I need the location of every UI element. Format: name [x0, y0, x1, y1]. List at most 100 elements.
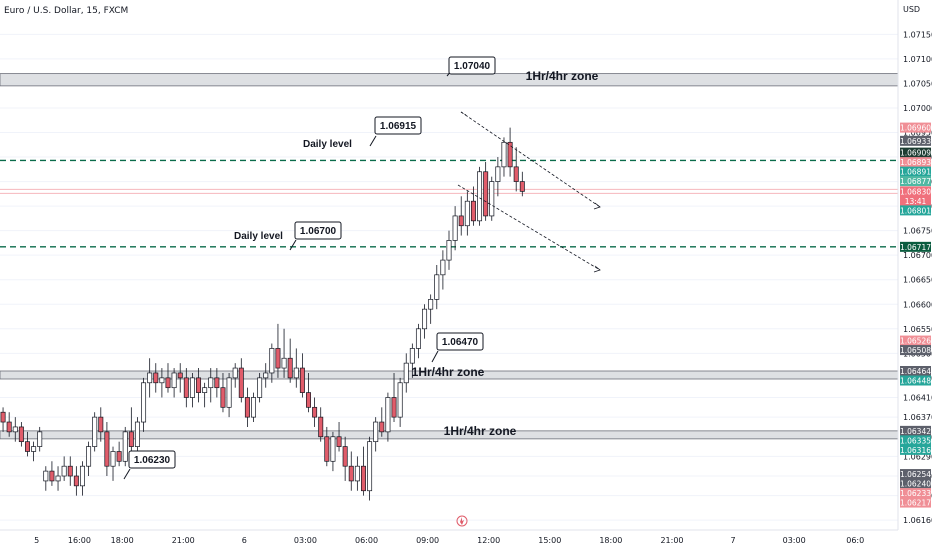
candle-body [354, 465, 360, 482]
candle-body [104, 431, 110, 467]
price-tick-label: 1.06700 [903, 251, 932, 260]
price-tag [900, 176, 931, 187]
candle-body [287, 357, 293, 379]
zone-label-middle: 1Hr/4hr zone [412, 365, 485, 379]
candle-body [159, 377, 165, 384]
candle-body [196, 377, 202, 393]
price-tag-label: 1.06526 [900, 337, 931, 346]
price-tag-label: 1.06933 [900, 137, 931, 146]
candle-body [61, 465, 67, 477]
time-axis[interactable]: 5 16:00 18:00 21:00 6 03:00 06:00 09:00 12:00 15:… [34, 536, 864, 545]
candle-body [440, 259, 446, 276]
candle-body [0, 411, 6, 423]
candle-body [397, 382, 403, 418]
candle-body [513, 166, 519, 182]
candle-body [73, 475, 79, 487]
price-tag [900, 122, 931, 133]
price-tag-label: 1.06217 [900, 499, 931, 508]
price-tag [900, 205, 931, 216]
price-tick-label: 1.06370 [903, 413, 932, 422]
price-tag [900, 147, 931, 158]
price-tag-label: 1.06891 [900, 168, 931, 177]
candle-body [379, 421, 385, 433]
price-tick-label: 1.07150 [903, 30, 932, 39]
price-tag [900, 335, 931, 346]
price-tick-label: 1.06600 [903, 300, 932, 309]
projection-arrow-tip [460, 111, 467, 116]
candle-body [385, 397, 391, 433]
price-tag-label: 1.06717 [900, 243, 931, 252]
price-tag-label: 1.06233 [900, 489, 931, 498]
candle-body [446, 240, 452, 261]
time-tick-label: 12:00 [477, 536, 500, 545]
candle-body [312, 406, 318, 418]
candle-body [232, 367, 238, 379]
candle-body [220, 387, 226, 408]
candle-body [403, 362, 409, 384]
daily-level-label-upper: Daily level [303, 139, 352, 150]
candle-body [183, 377, 189, 398]
price-tag [900, 186, 931, 197]
time-tick-label: 6 [242, 536, 247, 545]
price-tag-label: 1.06448 [900, 377, 931, 386]
candle-body [324, 436, 330, 462]
candle-body [281, 357, 287, 369]
replay-icon[interactable] [456, 515, 468, 527]
time-tick-label: 5 [34, 536, 39, 545]
price-tick-label: 1.06290 [903, 452, 932, 461]
candle-body [257, 377, 263, 398]
arrow-head-upper [593, 202, 601, 210]
price-tick-label: 1.06550 [903, 325, 932, 334]
grid-layer [0, 33, 898, 521]
candle-body [434, 274, 440, 300]
candle-body [110, 451, 116, 467]
candle-body [391, 397, 397, 418]
price-tag [900, 166, 931, 177]
candle-body [67, 465, 73, 477]
callout-1-06700: 1.06700 [289, 221, 342, 251]
daily-level-label-lower: Daily level [234, 231, 283, 242]
price-tag-label: 1.06960 [900, 124, 931, 133]
candle-body [49, 470, 55, 482]
price-tick-label: 1.07050 [903, 79, 932, 88]
callout-1-07040: 1.07040 [446, 56, 496, 77]
levels-layer [0, 159, 898, 248]
price-tag-label: 1.06893 [900, 158, 931, 167]
candle-body [202, 387, 208, 393]
candle-body [122, 431, 128, 462]
candle-body [128, 431, 134, 447]
price-tag [900, 478, 931, 489]
callout-text-1-06230: 1.06230 [134, 455, 171, 466]
price-tag [900, 425, 931, 436]
callout-1-06915: 1.06915 [369, 116, 422, 147]
projection-arrow-upper [460, 111, 601, 208]
candle-body [477, 171, 483, 222]
price-tag [900, 195, 931, 206]
price-tag-label: 1.06877 [900, 177, 931, 186]
time-tick-label: 18:00 [599, 536, 622, 545]
price-tag [900, 497, 931, 508]
candle-body [177, 372, 183, 379]
price-tag-label: 1.06342 [900, 427, 931, 436]
price-tick-label: 1.06750 [903, 227, 932, 236]
candle-body [470, 200, 476, 222]
price-axis-currency: USD [903, 5, 920, 14]
candle-body [43, 470, 49, 482]
price-tag [900, 469, 931, 480]
price-tick-label: 1.06410 [903, 394, 932, 403]
candle-body [141, 382, 147, 423]
price-tag [900, 488, 931, 499]
candle-body [519, 181, 525, 192]
projection-arrows [457, 111, 601, 273]
time-tick-label: 21:00 [172, 536, 195, 545]
price-tick-label: 1.07100 [903, 55, 932, 64]
candle-body [244, 397, 250, 418]
callout-text-1-07040: 1.07040 [454, 61, 491, 72]
price-tag-label: 1.06240 [900, 480, 931, 489]
candle-body [165, 377, 171, 389]
candle-body [189, 377, 195, 398]
candle-body [367, 441, 373, 492]
price-tag-label: 1.06508 [900, 346, 931, 355]
candle-body [98, 416, 104, 433]
